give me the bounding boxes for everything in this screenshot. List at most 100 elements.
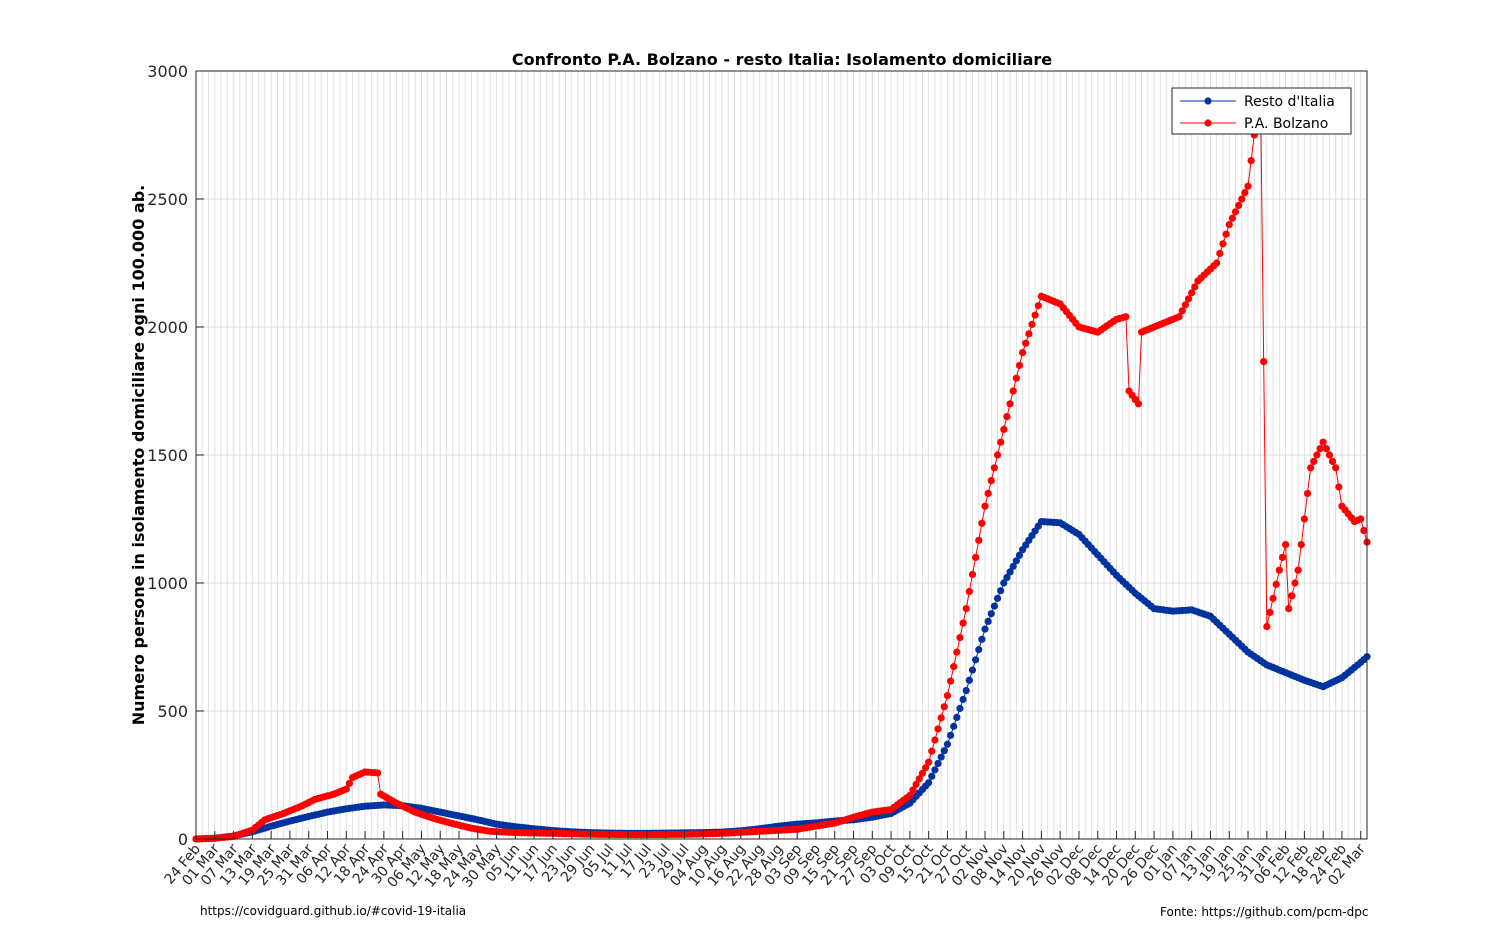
data-point [1000,425,1008,433]
data-point [934,725,942,733]
data-point [342,785,350,793]
data-point [1003,573,1011,582]
data-point [1022,339,1030,347]
data-point [1332,464,1340,472]
data-point [981,625,989,633]
data-point [1288,592,1296,600]
data-point [1303,489,1312,497]
legend-marker [1204,119,1212,127]
data-point [1260,357,1268,366]
data-point [1181,301,1189,309]
data-point [1328,457,1337,465]
data-point [1031,311,1039,319]
data-point [1028,320,1036,329]
data-point [1175,313,1183,321]
data-point [1000,579,1008,587]
legend-label: Resto d'Italia [1244,94,1335,110]
data-point [1184,295,1193,303]
data-point [1178,307,1186,315]
data-point [912,780,920,788]
legend-box [1171,87,1352,135]
data-point [1263,622,1271,631]
data-point [1281,541,1290,549]
data-point [993,594,1002,602]
data-point [987,610,995,618]
data-point [975,536,983,544]
data-point [1219,240,1227,248]
series-bolzano [192,93,1371,843]
data-point [1325,451,1334,459]
data-point [909,786,917,794]
data-point [1285,605,1293,613]
data-point [962,605,970,613]
chart-title: Confronto P.A. Bolzano - resto Italia: I… [512,50,1052,69]
y-tick-label: 1500 [147,446,188,465]
footer-source-link[interactable]: https://covidguard.github.io/#covid-19-i… [200,904,467,918]
data-point [1012,374,1020,382]
data-point [1322,445,1330,453]
data-point [946,731,955,739]
data-point [1294,566,1302,574]
data-point [1122,313,1130,321]
data-point [1244,182,1252,190]
data-point [1238,195,1246,203]
data-point [1335,483,1343,491]
data-point [1269,594,1277,602]
data-point [925,779,933,787]
footer-data-source: Fonte: https://github.com/pcm-dpc [1160,905,1369,919]
data-point [1015,361,1024,369]
data-point [1310,457,1318,465]
y-tick-label: 0 [178,830,188,849]
data-point [959,695,967,704]
data-point [1015,551,1024,559]
data-point [968,570,977,579]
data-point [1228,214,1236,222]
data-point [972,656,980,664]
data-point [925,758,933,766]
data-point [940,747,948,755]
data-point [946,677,955,685]
y-axis-label: Numero persone in isolamento domiciliare… [129,185,148,725]
data-point [937,753,945,761]
data-point [1009,387,1017,395]
data-point [915,775,923,783]
y-tick-label: 1000 [147,574,188,593]
data-point [1216,249,1224,257]
data-point [950,722,958,730]
data-point [956,634,964,642]
data-point [1006,400,1014,408]
data-point [956,704,964,713]
data-point [959,619,967,627]
data-point [987,477,995,485]
data-point [1278,553,1287,562]
data-point [1222,230,1230,238]
data-point [1357,515,1365,523]
data-point [984,489,992,497]
data-point [990,464,999,472]
data-point [978,635,986,643]
data-point [1297,541,1305,549]
data-point [1266,608,1274,617]
data-point [972,553,980,562]
data-point [943,692,952,700]
data-point [940,703,948,711]
data-point [345,779,354,787]
data-point [1360,526,1368,535]
data-point [906,791,914,800]
data-point [962,686,970,695]
y-tick-label: 3000 [147,62,188,81]
data-point [953,648,961,656]
data-point [968,666,977,674]
data-point [1307,464,1315,472]
data-point [965,587,973,596]
y-axis: 0 500 1000 1500 2000 2500 3000 [147,62,204,849]
data-point [1231,208,1240,216]
data-point [931,766,939,774]
data-point [937,714,945,722]
series-layer [192,93,1371,843]
data-point [1316,445,1324,453]
data-point [1291,579,1299,587]
data-point [1213,259,1221,267]
